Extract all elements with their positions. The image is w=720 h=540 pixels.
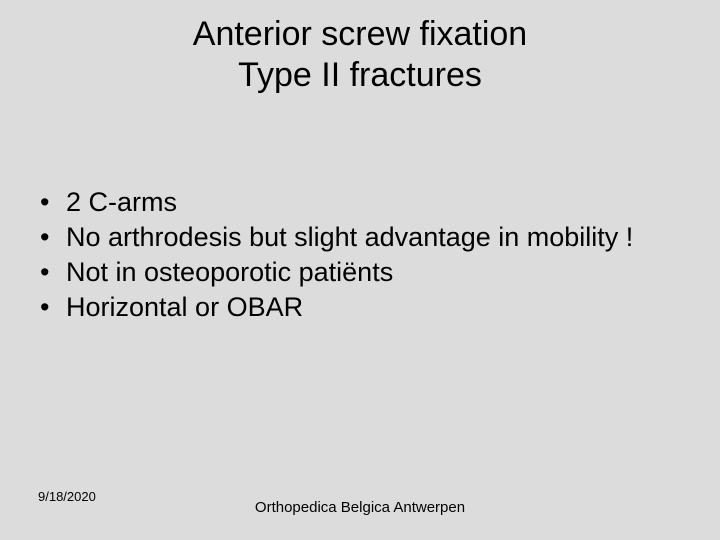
list-item: No arthrodesis but slight advantage in m… [38, 221, 680, 254]
footer-center: Orthopedica Belgica Antwerpen [0, 499, 720, 516]
slide: Anterior screw fixation Type II fracture… [0, 0, 720, 540]
bullet-list: 2 C-arms No arthrodesis but slight advan… [38, 186, 680, 324]
bullet-text: 2 C-arms [66, 187, 177, 217]
slide-title: Anterior screw fixation Type II fracture… [0, 0, 720, 96]
slide-body: 2 C-arms No arthrodesis but slight advan… [38, 186, 680, 326]
bullet-text: Not in osteoporotic patiënts [66, 257, 393, 287]
bullet-text: Horizontal or OBAR [66, 292, 303, 322]
list-item: Not in osteoporotic patiënts [38, 256, 680, 289]
bullet-text: No arthrodesis but slight advantage in m… [66, 222, 633, 252]
list-item: Horizontal or OBAR [38, 291, 680, 324]
title-line-1: Anterior screw fixation [0, 14, 720, 55]
list-item: 2 C-arms [38, 186, 680, 219]
title-line-2: Type II fractures [0, 55, 720, 96]
